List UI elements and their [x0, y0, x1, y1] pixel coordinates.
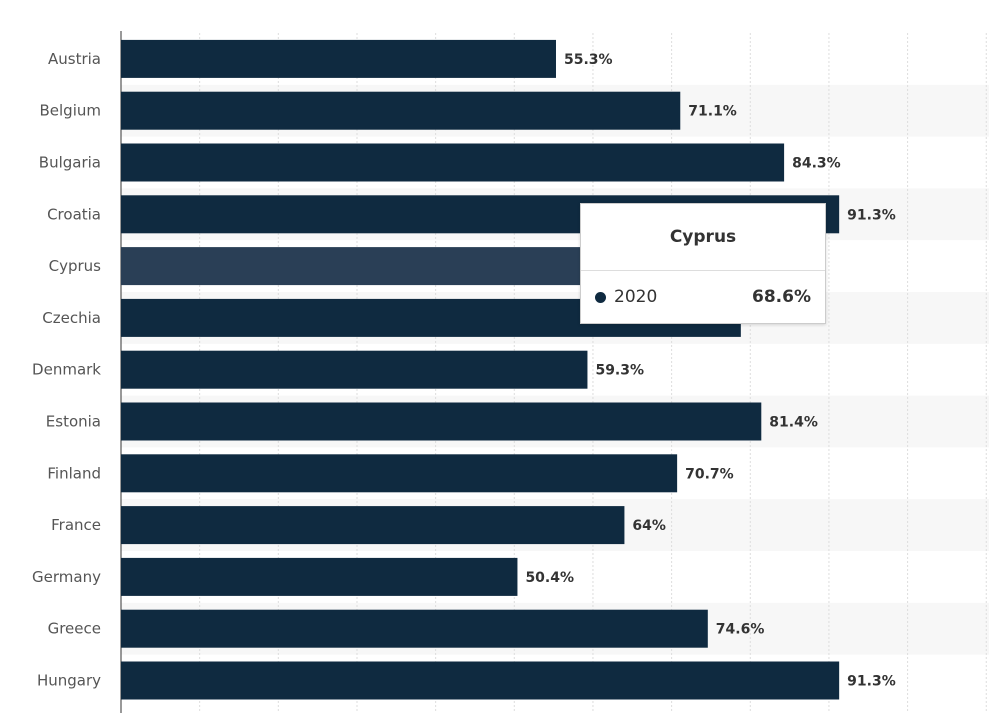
data-label: 64%: [632, 518, 666, 534]
data-label: 59.3%: [595, 363, 644, 379]
bar-germany: [121, 557, 518, 596]
series-dot-icon: [595, 291, 606, 303]
tooltip-row: 2020 68.6%: [581, 271, 825, 323]
bar-estonia: [121, 402, 762, 441]
category-label: Austria: [48, 50, 101, 68]
data-label: 55.3%: [564, 52, 613, 68]
category-label: Finland: [47, 464, 101, 482]
category-label: Czechia: [42, 309, 101, 327]
bar-france: [121, 506, 625, 545]
data-label: 81.4%: [769, 415, 818, 431]
tooltip: Cyprus 2020 68.6%: [580, 203, 826, 324]
bar-belgium: [121, 91, 681, 130]
category-label: Denmark: [32, 361, 101, 379]
bar-denmark: [121, 350, 588, 389]
category-label: Germany: [32, 568, 101, 586]
category-label: Cyprus: [49, 257, 102, 275]
data-label: 70.7%: [685, 466, 734, 482]
data-label: 91.3%: [847, 207, 896, 223]
category-label: Hungary: [37, 672, 101, 690]
bar-cyprus: [121, 247, 661, 286]
bar-bulgaria: [121, 143, 785, 182]
tooltip-title: Cyprus: [581, 204, 825, 271]
bar-finland: [121, 454, 678, 493]
category-label: Belgium: [40, 102, 102, 120]
category-label: France: [51, 516, 101, 534]
data-label: 71.1%: [688, 104, 737, 120]
data-label: 91.3%: [847, 674, 896, 690]
category-label: Greece: [48, 620, 101, 638]
data-label: 74.6%: [716, 622, 765, 638]
bar-austria: [121, 39, 556, 78]
tooltip-value: 68.6%: [752, 287, 811, 307]
category-label: Bulgaria: [39, 154, 101, 172]
tooltip-series: 2020: [614, 287, 658, 307]
category-label: Estonia: [46, 413, 101, 431]
bar-greece: [121, 609, 708, 648]
data-label: 50.4%: [525, 570, 574, 586]
data-label: 84.3%: [792, 156, 841, 172]
category-label: Croatia: [47, 205, 101, 223]
bar-hungary: [121, 661, 840, 700]
